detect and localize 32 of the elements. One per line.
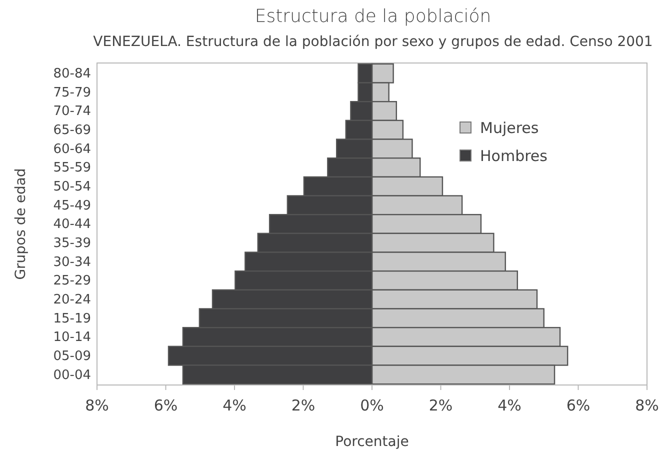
y-tick-label: 35-39	[53, 236, 91, 251]
y-axis-title: Grupos de edad	[13, 168, 29, 280]
y-tick-label: 80-84	[53, 66, 91, 82]
y-tick-label: 30-34	[53, 254, 91, 270]
x-tick-label: 4%	[498, 396, 522, 415]
y-tick-label: 70-74	[53, 104, 91, 120]
x-tick-label: 6%	[566, 396, 590, 415]
y-tick-label: 45-49	[53, 198, 91, 214]
x-tick-label: 8%	[635, 396, 659, 415]
y-tick-label: 50-54	[53, 180, 91, 194]
y-tick-label: 10-14	[53, 330, 91, 346]
chart-title: Estructura de la población	[254, 6, 492, 27]
y-tick-label: 65-69	[53, 123, 91, 138]
x-axis-title: Porcentaje	[335, 434, 409, 450]
x-tick-label: 2%	[428, 396, 453, 415]
chart-subtitle: VENEZUELA. Estructura de la población por sexo y grupos de edad. Censo 2001	[93, 34, 653, 50]
y-tick-label: 20-24	[53, 292, 91, 308]
y-tick-label: 05-09	[53, 348, 91, 364]
y-tick-label: 75-79	[53, 85, 91, 100]
legend-label: Hombres	[480, 147, 548, 165]
y-tick-label: 55-59	[53, 160, 91, 176]
y-tick-label: 25-29	[53, 274, 91, 289]
y-tick-label: 60-64	[53, 142, 91, 157]
x-tick-label: 8%	[85, 396, 109, 415]
x-tick-label: 4%	[222, 396, 246, 415]
y-tick-label: 15-19	[53, 311, 91, 326]
legend-label: Mujeres	[480, 119, 539, 137]
y-tick-label: 00-04	[53, 368, 91, 383]
y-tick-label: 40-44	[53, 217, 91, 232]
x-tick-label: 0%	[360, 396, 384, 415]
x-tick-label: 6%	[154, 396, 178, 415]
x-tick-label: 2%	[291, 396, 316, 415]
